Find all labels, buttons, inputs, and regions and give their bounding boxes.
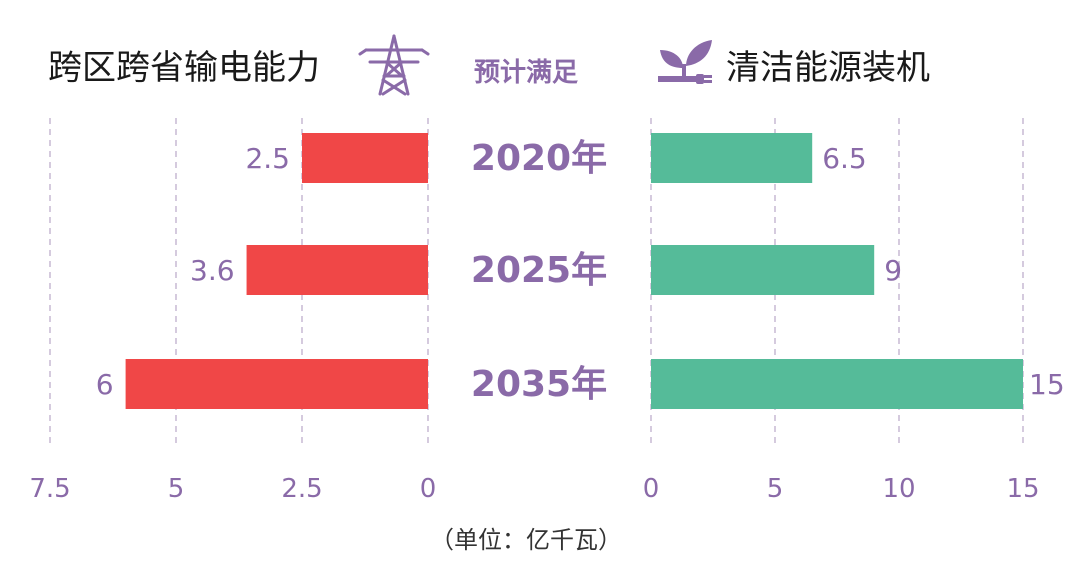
plant-plug-icon xyxy=(658,40,712,84)
left-tick-label: 2.5 xyxy=(281,474,322,504)
left-value-label: 2.5 xyxy=(245,142,290,175)
left-value-label: 6 xyxy=(96,368,114,401)
right-tick-label: 0 xyxy=(643,474,660,504)
left-value-labels: 2.5 3.6 6 xyxy=(96,142,290,401)
left-tick-label: 0 xyxy=(420,474,437,504)
category-label: 2035年 xyxy=(471,364,607,405)
right-bar xyxy=(651,133,813,183)
right-tick-label: 15 xyxy=(1006,474,1039,504)
category-label: 2020年 xyxy=(471,138,607,179)
left-value-label: 3.6 xyxy=(190,254,235,287)
right-bars xyxy=(651,133,1023,409)
left-tick-labels: 7.5 5 2.5 0 xyxy=(29,474,436,504)
right-value-labels: 6.5 9 15 xyxy=(822,142,1064,401)
unit-label: （单位：亿千瓦） xyxy=(430,526,622,554)
left-bar xyxy=(302,133,428,183)
right-value-label: 6.5 xyxy=(822,142,867,175)
left-tick-label: 7.5 xyxy=(29,474,70,504)
right-tick-label: 5 xyxy=(767,474,784,504)
middle-title: 预计满足 xyxy=(474,58,579,88)
right-tick-label: 10 xyxy=(882,474,915,504)
right-value-label: 9 xyxy=(884,254,902,287)
power-tower-icon xyxy=(358,34,430,96)
category-labels: 2020年 2025年 2035年 xyxy=(471,138,607,405)
left-bar xyxy=(125,359,428,409)
right-bar xyxy=(651,245,875,295)
right-chart-title: 清洁能源装机 xyxy=(726,48,930,88)
right-tick-labels: 0 5 10 15 xyxy=(643,474,1040,504)
left-bars xyxy=(125,133,428,409)
category-label: 2025年 xyxy=(471,250,607,291)
left-tick-label: 5 xyxy=(168,474,185,504)
right-bar xyxy=(651,359,1023,409)
left-chart-title: 跨区跨省输电能力 xyxy=(48,48,320,88)
right-value-label: 15 xyxy=(1029,368,1065,401)
left-bar xyxy=(246,245,428,295)
